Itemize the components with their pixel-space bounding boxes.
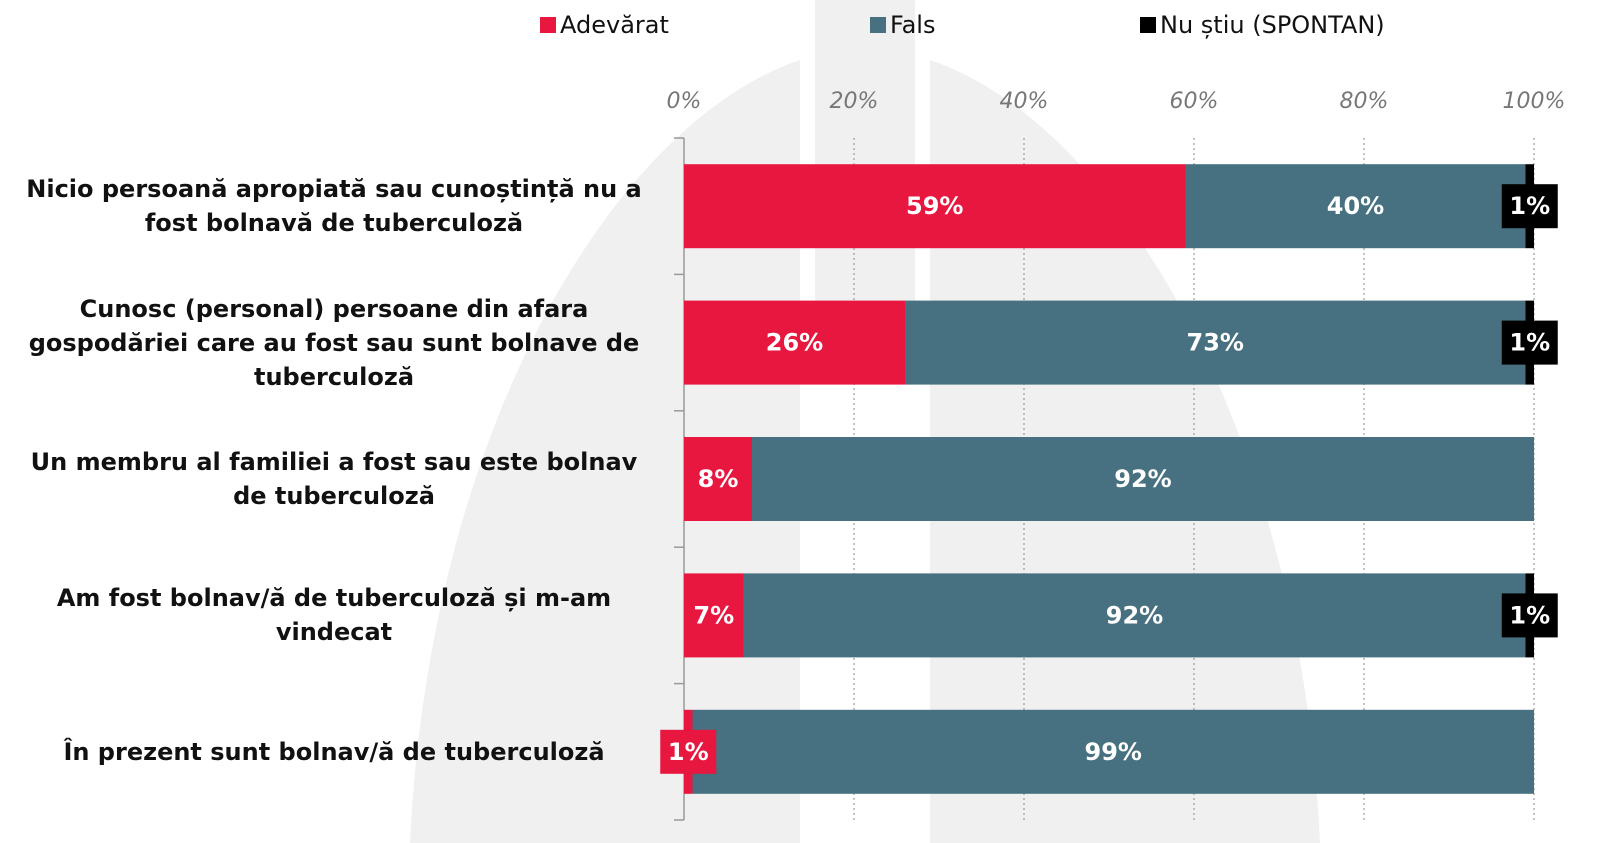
legend-swatch xyxy=(540,17,556,33)
category-label: Am fost bolnav/ă de tuberculoză și m-am … xyxy=(10,581,658,649)
value-label: 1% xyxy=(668,738,709,766)
category-label: Nicio persoană apropiată sau cunoștință … xyxy=(10,172,658,240)
value-label: 8% xyxy=(698,465,739,493)
value-label: 1% xyxy=(1509,192,1550,220)
value-label: 92% xyxy=(1106,601,1163,629)
x-tick-label: 40% xyxy=(1000,89,1049,114)
value-label: 1% xyxy=(1509,329,1550,357)
legend-label: Adevărat xyxy=(560,11,669,39)
value-label: 7% xyxy=(693,601,734,629)
x-tick-label: 60% xyxy=(1170,89,1219,114)
value-label: 1% xyxy=(1509,601,1550,629)
legend-swatch xyxy=(1140,17,1156,33)
category-label: Cunosc (personal) persoane din afara gos… xyxy=(10,292,658,394)
value-label: 92% xyxy=(1114,465,1171,493)
value-label: 99% xyxy=(1085,738,1142,766)
value-label: 59% xyxy=(906,192,963,220)
legend-label: Fals xyxy=(890,11,935,39)
value-label: 73% xyxy=(1187,329,1244,357)
x-tick-label: 20% xyxy=(830,89,879,114)
x-tick-label: 0% xyxy=(667,89,702,114)
legend-label: Nu știu (SPONTAN) xyxy=(1160,11,1385,39)
x-tick-label: 100% xyxy=(1503,89,1566,114)
chart-canvas: 0% 20% 40% 60% 80% 100% Adevărat Fals Nu știu (S… xyxy=(0,0,1622,843)
category-label: Un membru al familiei a fost sau este bo… xyxy=(10,445,658,513)
value-label: 26% xyxy=(766,329,823,357)
legend-swatch xyxy=(870,17,886,33)
x-tick-label: 80% xyxy=(1340,89,1389,114)
category-label: În prezent sunt bolnav/ă de tuberculoză xyxy=(10,735,658,769)
value-label: 40% xyxy=(1327,192,1384,220)
chart: 0% 20% 40% 60% 80% 100% Adevărat Fals Nu știu (S… xyxy=(0,0,1622,843)
